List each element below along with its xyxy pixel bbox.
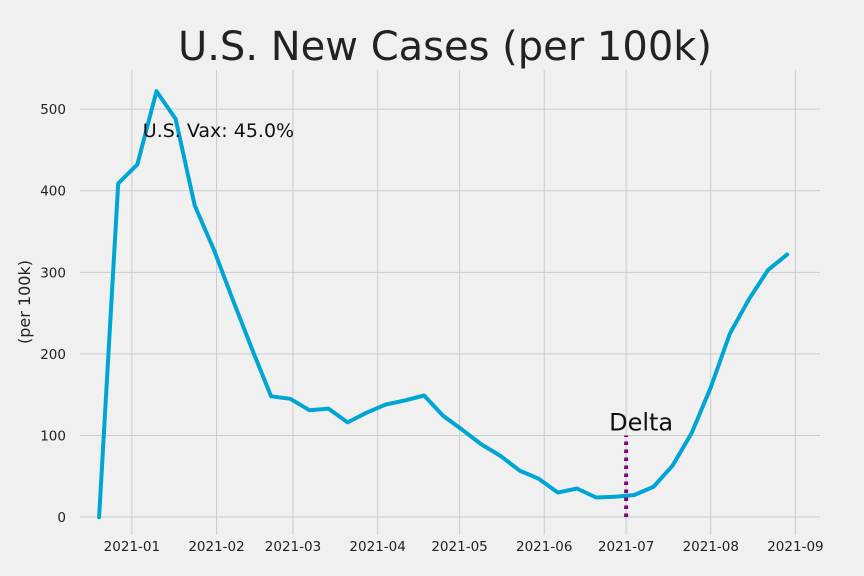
- x-tick-label: 2021-09: [767, 539, 823, 555]
- vaccination-annotation: U.S. Vax: 45.0%: [143, 120, 294, 142]
- delta-label: Delta: [609, 408, 673, 436]
- x-tick-label: 2021-05: [431, 539, 487, 555]
- y-tick-label: 0: [57, 510, 66, 526]
- x-tick-label: 2021-08: [683, 539, 739, 555]
- x-tick-label: 2021-02: [188, 539, 244, 555]
- x-tick-label: 2021-06: [516, 539, 572, 555]
- annotation-layer: Delta U.S. Vax: 45.0%: [143, 120, 673, 518]
- y-tick-label: 100: [40, 428, 66, 444]
- y-tick-label: 500: [40, 102, 66, 118]
- y-tick-label: 300: [40, 265, 66, 281]
- series-layer: [97, 89, 790, 520]
- tick-labels: 2021-01 2021-02 2021-03 2021-04 2021-05 2021-…: [40, 102, 823, 555]
- y-tick-label: 200: [40, 347, 66, 363]
- x-tick-label: 2021-01: [104, 539, 160, 555]
- y-axis-title: (per 100k): [15, 260, 34, 344]
- chart-title: U.S. New Cases (per 100k): [178, 24, 712, 70]
- grid-lines: [80, 70, 820, 535]
- y-tick-label: 400: [40, 184, 66, 200]
- cases-line: [97, 89, 790, 520]
- x-tick-label: 2021-04: [349, 539, 405, 555]
- x-tick-label: 2021-03: [265, 539, 321, 555]
- x-tick-label: 2021-07: [598, 539, 654, 555]
